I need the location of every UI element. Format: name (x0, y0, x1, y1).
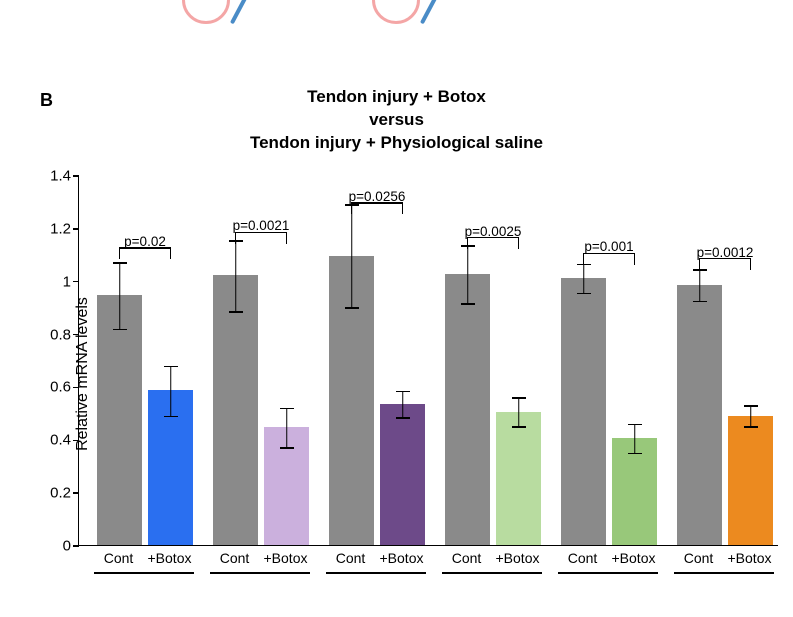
error-bar (351, 205, 353, 308)
chart-area: Relative mRNA levels 00.20.40.60.811.21.… (78, 176, 778, 572)
y-tick (73, 228, 79, 230)
error-cap (113, 262, 127, 264)
y-tick (73, 545, 79, 547)
group-underline (210, 572, 310, 574)
error-bar (402, 391, 404, 417)
y-tick-label: 0.4 (31, 432, 71, 449)
x-label-cont: Cont (568, 550, 598, 566)
y-tick (73, 387, 79, 389)
error-bar (583, 265, 585, 294)
group-underline (326, 572, 426, 574)
p-value-label: p=0.0256 (349, 189, 406, 204)
p-value-label: p=0.02 (124, 234, 166, 249)
error-cap (744, 426, 758, 428)
y-tick (73, 175, 79, 177)
error-bar (235, 241, 237, 312)
p-value-label: p=0.0021 (233, 218, 290, 233)
x-label-botox: +Botox (496, 550, 540, 566)
y-tick (73, 334, 79, 336)
error-cap (396, 391, 410, 393)
p-value-label: p=0.0012 (697, 245, 754, 260)
plot-region: 00.20.40.60.811.21.4p=0.02p=0.0021p=0.02… (78, 176, 778, 546)
error-cap (461, 303, 475, 305)
decor-circle-1 (182, 0, 230, 24)
p-value-label: p=0.0025 (465, 224, 522, 239)
x-label-botox: +Botox (148, 550, 192, 566)
error-bar (699, 270, 701, 302)
error-cap (229, 311, 243, 313)
error-bar (170, 366, 172, 416)
bar-cont (97, 295, 142, 545)
error-cap (113, 329, 127, 331)
error-cap (396, 417, 410, 419)
x-label-cont: Cont (220, 550, 250, 566)
error-cap (628, 453, 642, 455)
bar-botox (380, 404, 425, 545)
error-cap (744, 405, 758, 407)
y-tick-label: 0 (31, 538, 71, 555)
error-cap (577, 293, 591, 295)
y-tick (73, 492, 79, 494)
x-label-cont: Cont (684, 550, 714, 566)
error-bar (119, 263, 121, 329)
bar-cont (677, 285, 722, 545)
title-line-3: Tendon injury + Physiological saline (0, 132, 793, 155)
x-label-cont: Cont (104, 550, 134, 566)
error-cap (512, 397, 526, 399)
bar-cont (445, 274, 490, 545)
error-cap (280, 408, 294, 410)
y-tick-label: 0.6 (31, 379, 71, 396)
p-value-label: p=0.001 (584, 239, 633, 254)
x-label-botox: +Botox (380, 550, 424, 566)
decor-stick-2 (420, 0, 444, 24)
y-tick-label: 0.2 (31, 485, 71, 502)
chart-title: Tendon injury + Botox versus Tendon inju… (0, 86, 793, 155)
x-label-botox: +Botox (264, 550, 308, 566)
error-cap (345, 307, 359, 309)
group-underline (558, 572, 658, 574)
error-bar (286, 409, 288, 449)
bar-botox (728, 416, 773, 546)
group-underline (674, 572, 774, 574)
x-label-botox: +Botox (612, 550, 656, 566)
y-tick-label: 0.8 (31, 326, 71, 343)
title-line-1: Tendon injury + Botox (0, 86, 793, 109)
group-underline (442, 572, 542, 574)
bar-cont (213, 275, 258, 545)
y-tick (73, 440, 79, 442)
x-label-botox: +Botox (728, 550, 772, 566)
error-bar (750, 406, 752, 427)
error-bar (634, 424, 636, 453)
error-cap (164, 416, 178, 418)
group-underline (94, 572, 194, 574)
error-cap (693, 301, 707, 303)
bar-botox (496, 412, 541, 545)
x-label-cont: Cont (452, 550, 482, 566)
error-bar (467, 246, 469, 304)
error-cap (628, 424, 642, 426)
error-cap (512, 426, 526, 428)
bar-cont (561, 278, 606, 545)
decor-stick-1 (230, 0, 254, 24)
error-bar (518, 398, 520, 427)
y-tick-label: 1.4 (31, 168, 71, 185)
decor-circle-2 (372, 0, 420, 24)
error-cap (280, 447, 294, 449)
y-tick-label: 1.2 (31, 220, 71, 237)
x-label-cont: Cont (336, 550, 366, 566)
y-tick (73, 281, 79, 283)
y-tick-label: 1 (31, 273, 71, 290)
title-line-2: versus (0, 109, 793, 132)
error-cap (164, 366, 178, 368)
